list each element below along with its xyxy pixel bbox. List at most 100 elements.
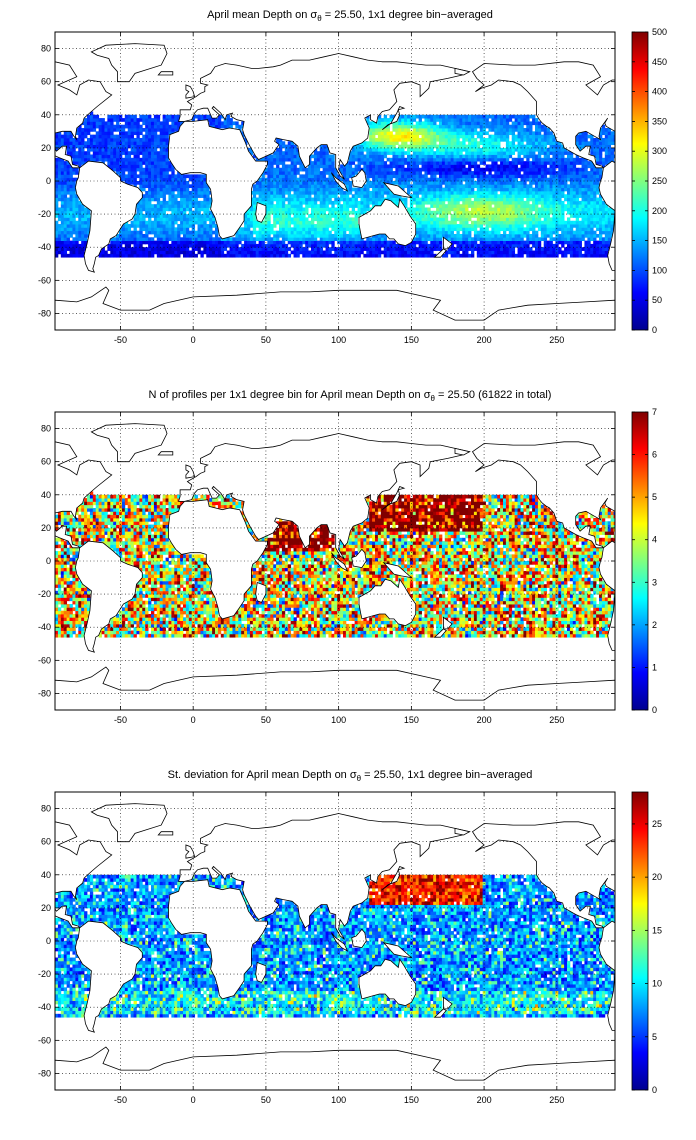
heatmap-cell — [584, 174, 588, 179]
heatmap-cell — [319, 147, 324, 152]
heatmap-cell — [244, 237, 248, 241]
heatmap-cell — [322, 224, 326, 228]
heatmap-cell — [264, 190, 268, 195]
heatmap-cell — [180, 194, 184, 198]
heatmap-cell — [142, 200, 146, 205]
heatmap-cell — [497, 171, 501, 175]
heatmap-cell — [72, 230, 76, 235]
heatmap-cell — [584, 184, 588, 189]
heatmap-cell — [424, 171, 428, 175]
heatmap-cell — [276, 200, 280, 205]
heatmap-cell — [130, 250, 134, 255]
heatmap-cell — [110, 164, 114, 169]
heatmap-cell — [247, 247, 251, 251]
heatmap-cell — [203, 240, 207, 245]
heatmap-cell — [462, 230, 466, 235]
heatmap-cell — [564, 220, 568, 225]
heatmap-cell — [308, 197, 312, 202]
heatmap-cell — [133, 167, 137, 172]
heatmap-cell — [75, 230, 79, 235]
heatmap-cell — [540, 250, 545, 255]
heatmap-cell — [572, 184, 577, 189]
heatmap-cell — [415, 151, 420, 155]
heatmap-cell — [479, 194, 484, 198]
heatmap-cell — [124, 154, 129, 159]
heatmap-cell — [139, 253, 143, 258]
heatmap-cell — [578, 157, 582, 162]
heatmap-cell — [383, 144, 388, 149]
heatmap-cell — [517, 154, 521, 159]
heatmap-cell — [564, 250, 568, 255]
heatmap-cell — [293, 214, 297, 218]
heatmap-cell — [543, 164, 548, 169]
heatmap-cell — [561, 207, 565, 212]
heatmap-cell — [462, 224, 466, 228]
heatmap-cell — [366, 171, 370, 175]
heatmap-cell — [491, 157, 495, 162]
heatmap-cell — [601, 217, 606, 222]
heatmap-cell — [319, 184, 324, 189]
heatmap-cell — [354, 144, 358, 149]
heatmap-cell — [459, 217, 463, 222]
heatmap-cell — [168, 187, 172, 192]
heatmap-cell — [287, 200, 292, 205]
heatmap-cell — [380, 171, 385, 175]
heatmap-cell — [319, 250, 324, 255]
heatmap-cell — [488, 214, 492, 218]
heatmap-cell — [427, 253, 431, 258]
heatmap-cell — [392, 174, 396, 179]
heatmap-cell — [159, 181, 164, 185]
heatmap-cell — [549, 190, 553, 195]
heatmap-cell — [145, 167, 149, 172]
heatmap-cell — [168, 214, 172, 218]
heatmap-cell — [142, 220, 146, 225]
heatmap-cell — [523, 177, 527, 182]
heatmap-cell — [447, 167, 452, 172]
heatmap-cell — [511, 230, 516, 235]
heatmap-cell — [389, 197, 393, 202]
heatmap-cell — [78, 141, 82, 145]
heatmap-cell — [197, 220, 201, 225]
heatmap-cell — [508, 144, 513, 149]
heatmap-cell — [543, 214, 548, 218]
heatmap-cell — [596, 187, 600, 192]
heatmap-cell — [523, 210, 527, 215]
heatmap-cell — [348, 230, 353, 235]
heatmap-cell — [479, 243, 484, 248]
heatmap-cell — [540, 253, 545, 258]
heatmap-cell — [377, 157, 382, 162]
heatmap-cell — [558, 240, 562, 245]
heatmap-cell — [468, 214, 472, 218]
heatmap-cell — [276, 181, 280, 185]
heatmap-cell — [505, 181, 510, 185]
heatmap-cell — [340, 253, 344, 258]
heatmap-cell — [287, 141, 292, 145]
heatmap-cell — [372, 197, 376, 202]
heatmap-cell — [485, 157, 489, 162]
heatmap-cell — [439, 171, 443, 175]
heatmap-cell — [604, 247, 609, 251]
heatmap-cell — [145, 184, 149, 189]
heatmap-cell — [491, 207, 495, 212]
heatmap-cell — [503, 200, 507, 205]
heatmap-cell — [380, 167, 385, 172]
heatmap-cell — [511, 220, 516, 225]
heatmap-cell — [145, 237, 149, 241]
heatmap-cell — [578, 240, 582, 245]
heatmap-cell — [206, 237, 210, 241]
heatmap-cell — [142, 171, 146, 175]
heatmap-cell — [482, 147, 486, 152]
heatmap-cell — [508, 253, 513, 258]
heatmap-cell — [159, 204, 164, 208]
heatmap-cell — [503, 250, 507, 255]
heatmap-cell — [375, 171, 379, 175]
heatmap-cell — [555, 227, 559, 232]
heatmap-cell — [596, 204, 600, 208]
heatmap-cell — [127, 227, 132, 232]
heatmap-cell — [543, 144, 548, 149]
heatmap-cell — [377, 190, 382, 195]
heatmap-cell — [168, 184, 172, 189]
heatmap-cell — [517, 224, 521, 228]
heatmap-cell — [436, 204, 440, 208]
heatmap-cell — [185, 237, 190, 241]
